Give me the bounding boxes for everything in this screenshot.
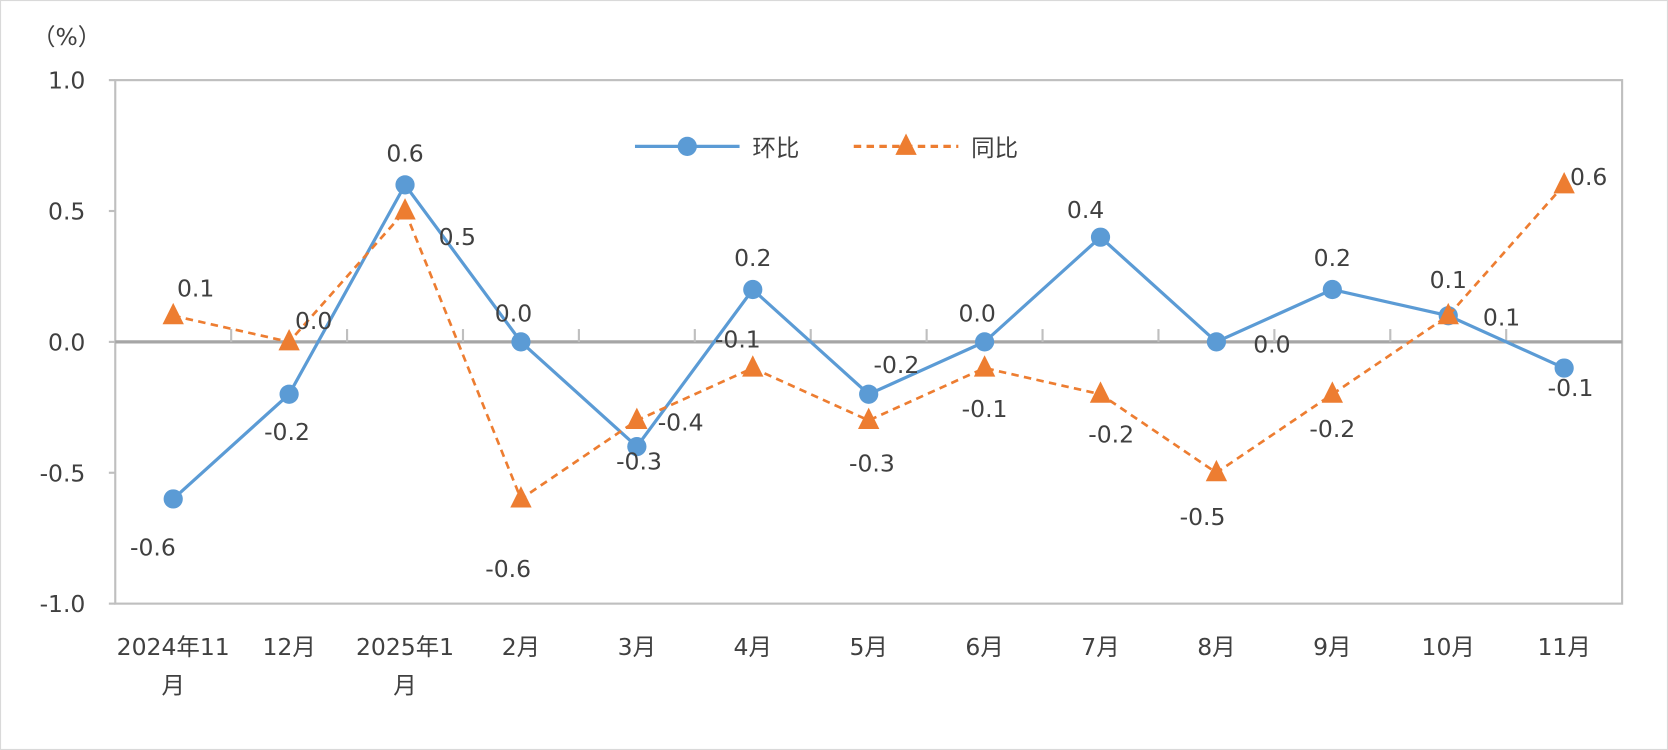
data-point-mom <box>395 175 415 195</box>
data-point-mom <box>627 436 647 457</box>
data-label: 0.0 <box>1253 331 1290 359</box>
data-label: -0.2 <box>874 351 920 379</box>
data-point-yoy <box>394 198 416 220</box>
data-label: -0.1 <box>1548 374 1594 402</box>
x-tick-label: 月 <box>161 671 184 699</box>
data-point-mom <box>1090 227 1111 247</box>
legend: 环比 同比 <box>634 133 1018 162</box>
x-tick-label: 5月 <box>849 633 887 661</box>
data-point-yoy <box>510 486 532 508</box>
x-tick-label: 2025年1 <box>356 633 454 661</box>
data-label: 0.1 <box>177 274 214 302</box>
data-point-mom <box>743 279 763 300</box>
data-label: 0.0 <box>495 300 532 328</box>
y-tick-label: -1.0 <box>40 590 86 618</box>
data-label: 0.6 <box>1570 163 1607 191</box>
data-label: 0.1 <box>1430 266 1467 294</box>
y-tick-label: 0.0 <box>48 328 85 356</box>
data-label: -0.2 <box>264 418 310 446</box>
data-point-mom <box>279 384 299 404</box>
x-tick-label: 2024年11 <box>117 633 230 661</box>
data-point-mom <box>974 332 995 352</box>
x-tick-label: 2月 <box>502 633 540 661</box>
data-label: -0.1 <box>962 395 1008 423</box>
data-point-yoy <box>1321 381 1344 403</box>
data-point-yoy <box>626 407 648 429</box>
x-tick-label: 7月 <box>1081 633 1119 661</box>
data-label: -0.6 <box>130 534 176 562</box>
data-point-yoy <box>973 355 996 377</box>
x-tick-label: 4月 <box>734 633 772 661</box>
x-tick-label: 3月 <box>618 633 656 661</box>
data-point-yoy <box>1553 172 1575 194</box>
data-label: 0.0 <box>958 300 995 328</box>
data-label: 0.1 <box>1483 303 1520 331</box>
unit-label: （%） <box>32 23 101 51</box>
data-point-mom <box>163 489 183 509</box>
data-point-mom <box>859 384 879 404</box>
y-tick-label: 1.0 <box>48 67 85 95</box>
x-tick-label: 6月 <box>965 633 1003 661</box>
data-label: -0.4 <box>658 409 704 437</box>
data-label: -0.3 <box>849 450 895 478</box>
data-label: -0.5 <box>1180 503 1226 531</box>
data-label: 0.2 <box>1314 244 1351 272</box>
legend-marker-triangle-icon <box>895 133 917 155</box>
y-tick-label: -0.5 <box>40 459 86 487</box>
data-label: -0.2 <box>1088 420 1134 448</box>
data-label: 0.5 <box>439 223 476 251</box>
legend-marker-circle-icon <box>677 136 697 156</box>
x-tick-label: 9月 <box>1313 633 1351 661</box>
x-tick-label: 月 <box>393 671 416 699</box>
x-tick-label: 10月 <box>1422 633 1475 661</box>
data-point-yoy <box>1205 459 1228 482</box>
data-point-yoy <box>278 329 300 351</box>
data-point-yoy <box>1089 381 1112 403</box>
data-point-yoy <box>162 302 184 325</box>
data-label: -0.6 <box>485 555 531 583</box>
data-point-mom <box>1206 332 1227 352</box>
data-point-yoy <box>858 407 880 429</box>
data-point-yoy <box>1437 302 1459 325</box>
data-point-mom <box>1554 358 1574 378</box>
legend-label: 同比 <box>971 134 1018 162</box>
data-label: 0.6 <box>386 139 423 167</box>
data-label: -0.1 <box>715 326 761 354</box>
data-label: -0.2 <box>1309 415 1355 443</box>
data-label: 0.2 <box>734 244 771 272</box>
y-tick-label: 0.5 <box>48 198 85 226</box>
data-point-yoy <box>742 355 764 377</box>
data-label: 0.0 <box>295 307 332 335</box>
data-point-mom <box>1322 279 1342 300</box>
legend-label: 环比 <box>752 134 799 162</box>
x-tick-label: 11月 <box>1537 633 1590 661</box>
data-label: 0.4 <box>1067 196 1104 224</box>
x-tick-label: 12月 <box>262 633 315 661</box>
data-label: -0.3 <box>616 448 662 476</box>
data-point-mom <box>511 332 531 352</box>
x-tick-label: 8月 <box>1197 633 1235 661</box>
